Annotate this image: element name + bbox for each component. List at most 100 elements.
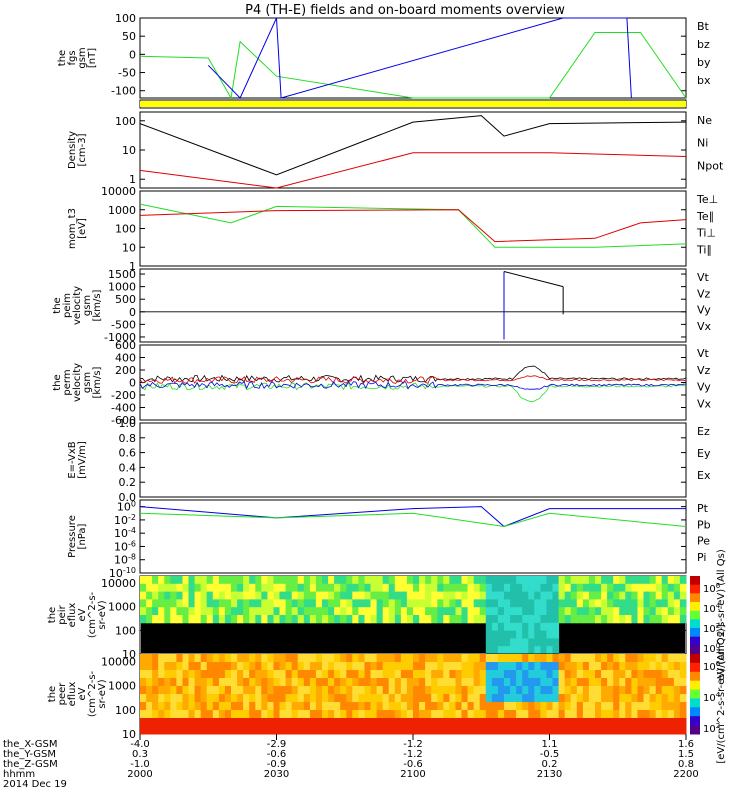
heatmap-cell [370, 686, 378, 695]
heatmap-cell [443, 607, 450, 616]
heatmap-cell [261, 583, 268, 593]
heatmap-cell [413, 662, 420, 671]
heatmap-cell [485, 670, 493, 679]
heatmap-cell [146, 583, 153, 593]
y-tick-label: 10-8 [114, 553, 136, 567]
heatmap-cell [394, 662, 402, 671]
heatmap-cell [449, 615, 456, 624]
heatmap-cell [631, 710, 638, 719]
heatmap-cell [224, 615, 232, 624]
heatmap-cell [158, 615, 165, 624]
heatmap-cell [206, 591, 214, 600]
heatmap-cell [279, 583, 287, 593]
heatmap-cell [552, 710, 560, 719]
heatmap-cell [340, 678, 347, 687]
heatmap-cell [504, 686, 511, 695]
heatmap-cell [364, 591, 372, 600]
heatmap-cell [413, 670, 420, 679]
heatmap-cell [582, 576, 590, 585]
heatmap-cell [625, 583, 632, 593]
heatmap-cell [443, 718, 450, 727]
heatmap-cell [237, 678, 244, 687]
heatmap-cell [667, 576, 675, 585]
heatmap-cell [528, 622, 535, 632]
heatmap-cell [358, 702, 365, 711]
heatmap-cell [400, 718, 408, 727]
heatmap-cell [667, 686, 675, 695]
heatmap-cell [631, 654, 638, 663]
y-tick-label: 10-4 [114, 526, 136, 540]
heatmap-cell [504, 702, 511, 711]
heatmap-cell [388, 576, 396, 585]
heatmap-cell [303, 607, 311, 616]
heatmap-cell [419, 686, 426, 695]
heatmap-cell [425, 654, 432, 663]
heatmap-cell [243, 686, 250, 695]
heatmap-cell [291, 607, 299, 616]
heatmap-cell [467, 583, 475, 593]
heatmap-cell [485, 638, 493, 647]
heatmap-cell [528, 646, 535, 655]
heatmap-cell [231, 726, 238, 735]
heatmap-cell [534, 654, 541, 663]
heatmap-cell [510, 576, 517, 585]
heatmap-cell [607, 599, 614, 608]
heatmap-cell [546, 702, 554, 711]
heatmap-cell [334, 670, 341, 679]
heatmap-cell [588, 576, 596, 585]
heatmap-cell [534, 630, 541, 639]
heatmap-cell [425, 591, 432, 600]
heatmap-cell [188, 591, 196, 600]
heatmap-cell [528, 654, 535, 663]
heatmap-cell [182, 662, 190, 671]
heatmap-cell [394, 710, 402, 719]
heatmap-cell [243, 662, 250, 671]
heatmap-cell [200, 654, 208, 663]
heatmap-cell [194, 670, 202, 679]
heatmap-cell [461, 670, 469, 679]
heatmap-cell [479, 702, 487, 711]
heatmap-cell [437, 662, 444, 671]
heatmap-cell [303, 654, 311, 663]
heatmap-cell [510, 702, 517, 711]
heatmap-cell [504, 678, 511, 687]
heatmap-cell [540, 726, 547, 735]
y-axis-label: peer [57, 682, 68, 706]
heatmap-cell [297, 599, 305, 608]
heatmap-cell [212, 686, 220, 695]
heatmap-cell [394, 576, 402, 585]
heatmap-cell [467, 599, 475, 608]
heatmap-cell [224, 702, 232, 711]
heatmap-cell [467, 694, 475, 703]
heatmap-cell [406, 670, 414, 679]
heatmap-cell [152, 702, 159, 711]
heatmap-cell [564, 654, 572, 663]
heatmap-cell [625, 726, 632, 735]
heatmap-cell [413, 654, 420, 663]
heatmap-cell [140, 678, 147, 687]
heatmap-cell [588, 654, 596, 663]
heatmap-cell [334, 710, 341, 719]
heatmap-cell [194, 615, 202, 624]
heatmap-cell [522, 702, 529, 711]
heatmap-cell [528, 726, 535, 735]
heatmap-cell [437, 694, 444, 703]
heatmap-cell [558, 726, 566, 735]
panel-frame [139, 17, 687, 99]
heatmap-cell [661, 702, 669, 711]
heatmap-cell [322, 702, 329, 711]
heatmap-cell [291, 718, 299, 727]
legend-pb: Pb [697, 518, 711, 531]
heatmap-cell [522, 662, 529, 671]
heatmap-cell [322, 615, 329, 624]
heatmap-cell [158, 583, 165, 593]
heatmap-cell [285, 615, 293, 624]
heatmap-cell [588, 686, 596, 695]
heatmap-cell [231, 710, 238, 719]
heatmap-cell [485, 686, 493, 695]
heatmap-cell [595, 576, 602, 585]
heatmap-cell [273, 615, 281, 624]
heatmap-cell [661, 576, 669, 585]
heatmap-cell [291, 702, 299, 711]
y-axis-label: sr-eV) [97, 600, 108, 629]
